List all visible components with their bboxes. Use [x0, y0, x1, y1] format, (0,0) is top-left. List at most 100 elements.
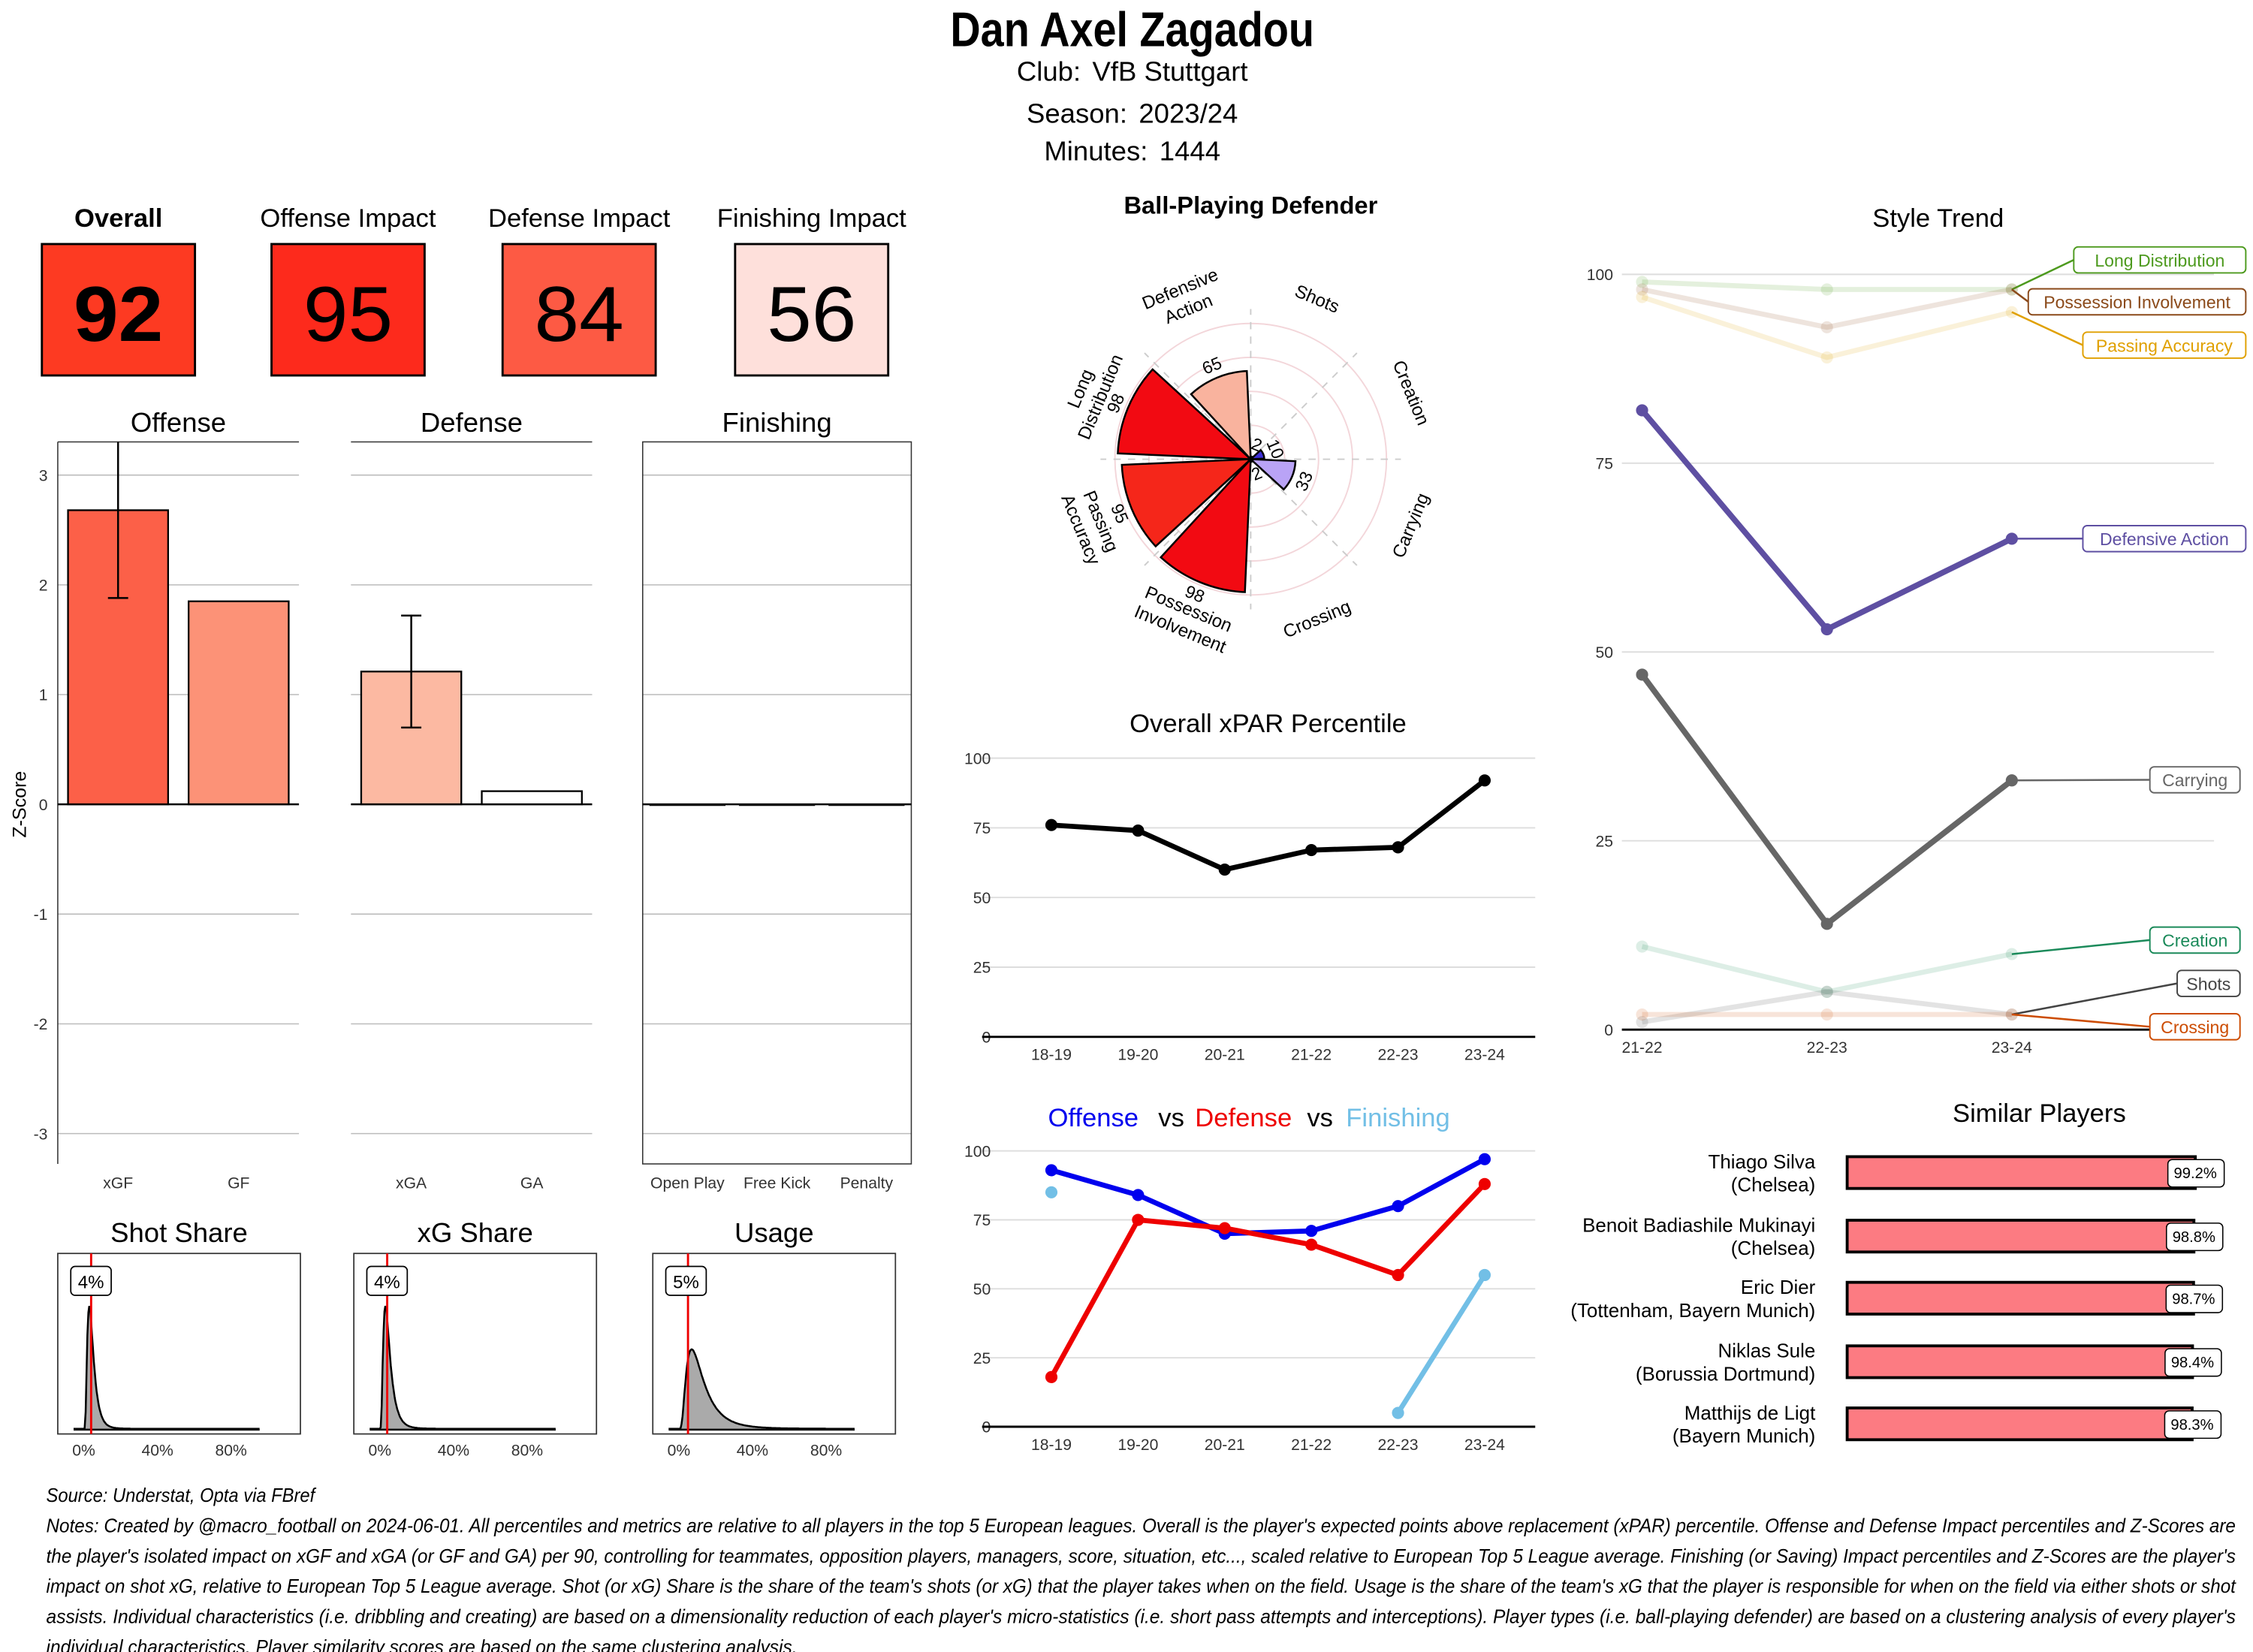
notes-line: Notes: Created by @macro_football on 202… — [47, 1514, 2236, 1536]
player-name: Dan Axel Zagadou — [950, 2, 1314, 57]
y-tick-label: -3 — [34, 1126, 48, 1143]
x-tick-label: 20-21 — [1205, 1047, 1245, 1064]
notes-line: individual characteristics. Player simil… — [47, 1635, 798, 1652]
value-badge — [665, 1265, 707, 1296]
club-value: VfB Stuttgart — [1092, 56, 1247, 87]
category-label: Open Play — [650, 1175, 725, 1192]
similarity-bar — [1845, 1280, 2195, 1316]
radar-bar-defensive-action — [1190, 369, 1252, 462]
y-tick-label: 0 — [39, 797, 48, 814]
chart-title-part: Offense — [1048, 1104, 1139, 1132]
season-label: Season: — [1027, 98, 1127, 128]
score-label: Defense Impact — [488, 204, 671, 233]
player-name: Matthijs de Ligt — [1684, 1401, 1816, 1424]
similarity-value: 99.2% — [2174, 1165, 2217, 1182]
radar-spoke — [1144, 458, 1252, 566]
density-curve — [668, 1348, 855, 1431]
style-trend-chart: Style Trend 0 25 50 75 100 21-22 22-23 23-24 Long… — [1587, 204, 2247, 1057]
z-panel-finishing: Finishing Open Play Free Kick Penalty — [642, 407, 912, 1192]
panel-title: Finishing — [722, 407, 832, 438]
defense-line — [1049, 1182, 1487, 1379]
density-curve — [369, 1305, 556, 1431]
similarity-bar — [1845, 1406, 2194, 1442]
bar-ga — [481, 790, 583, 806]
carrying-label: Carrying — [2162, 770, 2227, 790]
xpar-point — [1305, 844, 1318, 857]
shots-point — [1636, 1016, 1648, 1029]
y-tick-label: 50 — [973, 890, 991, 907]
similar-player-row: Thiago Silva(Chelsea) 99.2% — [1708, 1150, 2225, 1196]
similarity-value: 98.3% — [2170, 1417, 2213, 1433]
possession-involvement-line — [1641, 287, 2013, 330]
long-distribution-label-box — [2073, 246, 2247, 274]
y-tick-label: 0 — [1604, 1022, 1613, 1039]
y-tick-label: 25 — [973, 1350, 991, 1367]
season-line: Season: 2023/24 — [1027, 98, 1238, 128]
similar-player-row: Matthijs de Ligt(Bayern Munich) 98.3% — [1672, 1401, 2222, 1447]
chart-title-part: Finishing — [1346, 1104, 1450, 1132]
defense-point — [1392, 1268, 1404, 1282]
player-club: (Chelsea) — [1731, 1174, 1816, 1196]
y-tick-label: -1 — [34, 906, 48, 924]
y-tick-label: 100 — [964, 750, 991, 767]
similarity-value-box — [2166, 1222, 2224, 1252]
y-tick-label: -2 — [34, 1016, 48, 1033]
value-badge-text: 5% — [673, 1272, 699, 1292]
passing-accuracy-label-box — [2082, 331, 2247, 359]
shots-label: Shots — [2186, 974, 2230, 993]
defensive-action-point — [1636, 404, 1648, 417]
value-badge — [70, 1265, 112, 1296]
minutes-label: Minutes: — [1044, 135, 1148, 166]
radar-bar-long-distribution — [1117, 368, 1253, 460]
similarity-value-box — [2167, 1159, 2225, 1188]
z-score-panels: Z-Score Offense -3 -2 -1 0 1 2 3 xGF GF Defense xGA G… — [10, 407, 912, 1192]
crossing-point — [1636, 1008, 1648, 1021]
offense-point — [1478, 1153, 1491, 1165]
category-label: GA — [520, 1175, 544, 1192]
defensive-action-label: Defensive Action — [2100, 529, 2229, 549]
score-value: 56 — [767, 271, 856, 358]
possession-involvement-label-box — [2027, 288, 2247, 316]
y-tick-label: 25 — [973, 960, 991, 977]
x-tick-label: 21-22 — [1291, 1047, 1332, 1064]
density-usage: Usage 5% 0% 40% 80% — [652, 1217, 897, 1459]
similar-player-row: Benoit Badiashile Mukinayi(Chelsea) 98.8% — [1582, 1213, 2224, 1259]
player-club: (Borussia Dortmund) — [1636, 1362, 1815, 1385]
x-tick-label: 0% — [668, 1442, 691, 1459]
score-label: Finishing Impact — [717, 204, 906, 233]
defense-point — [1305, 1238, 1318, 1251]
crossing-point — [1820, 1008, 1833, 1021]
y-tick-label: 3 — [39, 467, 48, 484]
player-club: (Tottenham, Bayern Munich) — [1570, 1299, 1815, 1322]
y-axis-label: Z-Score — [10, 771, 31, 838]
score-card: Finishing Impact 56 — [717, 204, 906, 377]
passing-accuracy-point — [1820, 351, 1833, 364]
xpar-point — [1392, 841, 1404, 854]
chart-title-part: Defense — [1195, 1104, 1292, 1132]
y-tick-label: 1 — [39, 687, 48, 704]
y-tick-label: 75 — [973, 1212, 991, 1229]
notes-line: assists. Individual characteristics (i.e… — [47, 1605, 2236, 1628]
radar-spoke — [1250, 352, 1358, 460]
radar-bar-passing-accuracy — [1120, 458, 1253, 548]
long-distribution-point — [1820, 283, 1833, 296]
x-tick-label: 40% — [141, 1442, 173, 1459]
panel-title: xG Share — [418, 1217, 533, 1248]
creation-label: Creation — [2162, 931, 2227, 951]
chart-title-part: vs — [1158, 1104, 1184, 1132]
player-club: (Chelsea) — [1731, 1237, 1816, 1259]
defensive-action-point — [1820, 623, 1833, 636]
x-tick-label: 19-20 — [1117, 1436, 1158, 1454]
density-curve — [73, 1305, 260, 1431]
offense-point — [1305, 1225, 1318, 1237]
finishing-point — [1045, 1186, 1058, 1198]
y-tick-label: 75 — [973, 820, 991, 837]
player-name: Thiago Silva — [1708, 1150, 1815, 1173]
score-box — [501, 243, 657, 377]
crossing-point — [2005, 1008, 2018, 1021]
possession-involvement-leader-line — [2011, 288, 2029, 303]
density-xg-share: xG Share 4% 0% 40% 80% — [353, 1217, 598, 1459]
category-label: Penalty — [840, 1175, 894, 1192]
similarity-value-box — [2165, 1284, 2224, 1313]
